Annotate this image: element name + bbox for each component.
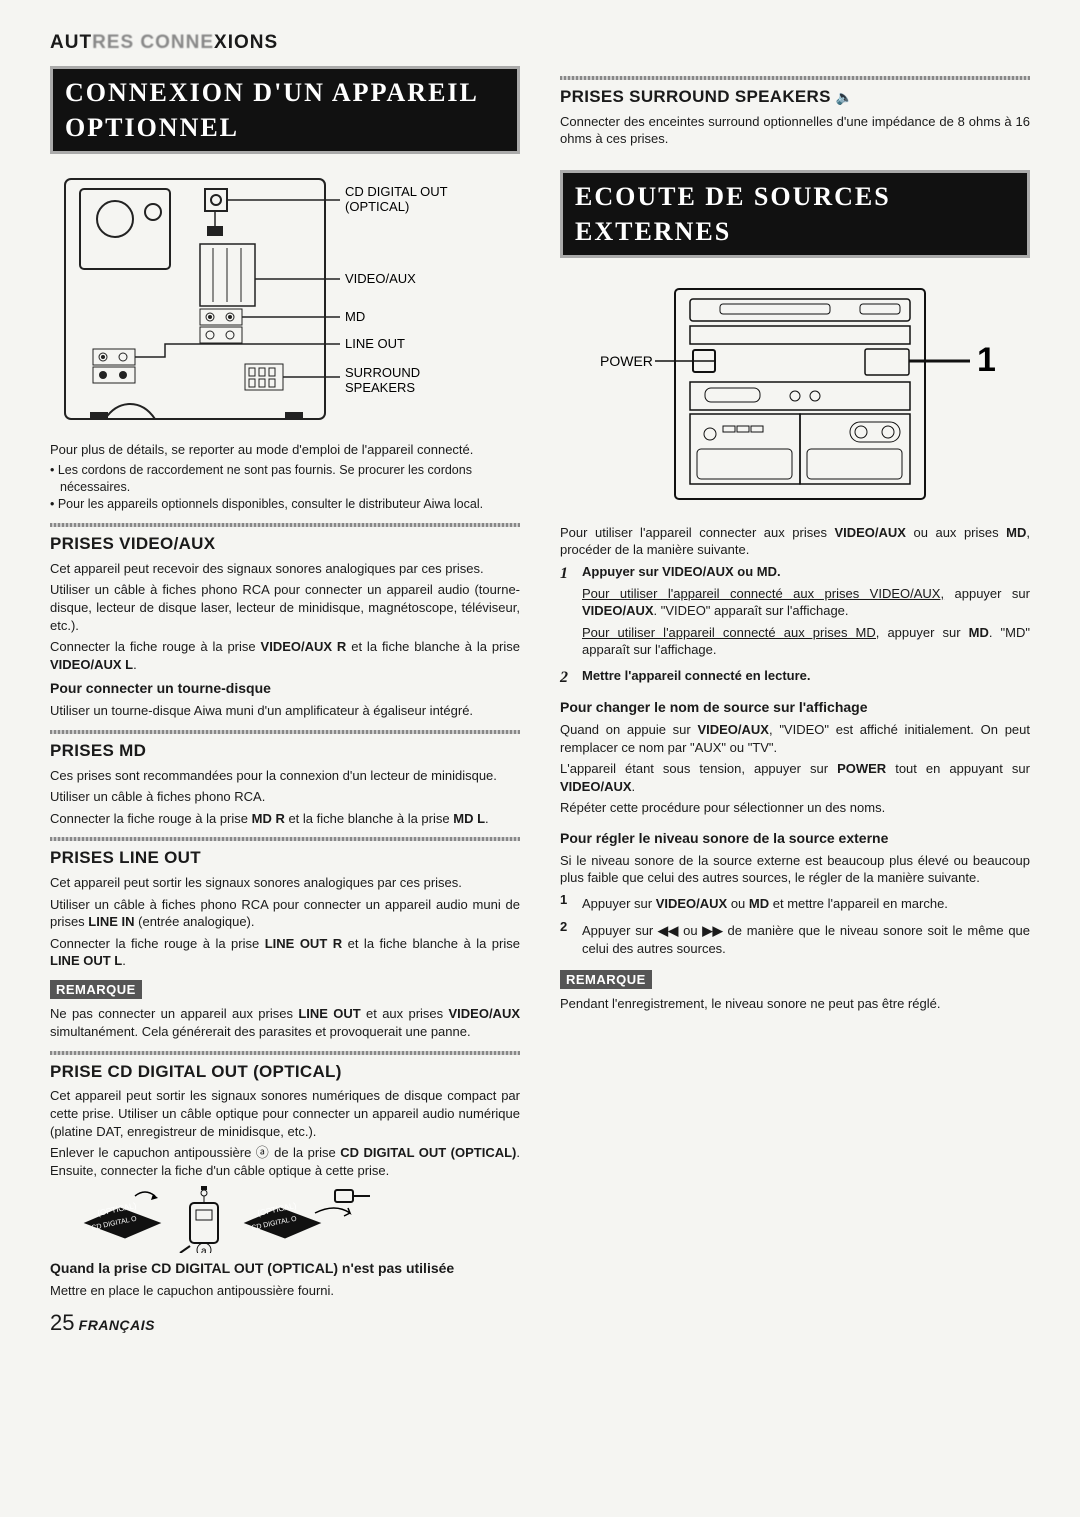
rewind-icon: ◀◀ bbox=[658, 923, 678, 938]
speaker-icon: 🔈 bbox=[836, 88, 854, 107]
separator bbox=[50, 730, 520, 734]
page-lang: FRANÇAIS bbox=[79, 1317, 155, 1333]
lo-p2: Utiliser un câble à fiches phono RCA pou… bbox=[50, 896, 520, 931]
md-p3: Connecter la fiche rouge à la prise MD R… bbox=[50, 810, 520, 828]
surround-text: Connecter des enceintes surround optionn… bbox=[560, 113, 1030, 148]
va-p2: Utiliser un câble à fiches phono RCA pou… bbox=[50, 581, 520, 634]
md-p1: Ces prises sont recommandées pour la con… bbox=[50, 767, 520, 785]
separator bbox=[50, 523, 520, 527]
section-md: PRISES MD bbox=[50, 740, 520, 763]
cn-p1: Quand on appuie sur VIDEO/AUX, "VIDEO" e… bbox=[560, 721, 1030, 756]
step-1: 1 Appuyer sur VIDEO/AUX ou MD. Pour util… bbox=[560, 563, 1030, 663]
lo-p3: Connecter la fiche rouge à la prise LINE… bbox=[50, 935, 520, 970]
remarque-2-text: Pendant l'enregistrement, le niveau sono… bbox=[560, 995, 1030, 1013]
svg-text:(OPTICAL): (OPTICAL) bbox=[345, 199, 409, 214]
banner-ecoute: ECOUTE DE SOURCES EXTERNES bbox=[560, 170, 1030, 258]
right-intro: Pour utiliser l'appareil connecter aux p… bbox=[560, 524, 1030, 559]
al-p1: Si le niveau sonore de la source externe… bbox=[560, 852, 1030, 887]
section-cd-optical: PRISE CD DIGITAL OUT (OPTICAL) bbox=[50, 1061, 520, 1084]
page-number: 25 bbox=[50, 1310, 74, 1335]
step-2-num: 2 bbox=[560, 667, 574, 689]
page-footer: 25 FRANÇAIS bbox=[50, 1308, 520, 1338]
section-line-out: PRISES LINE OUT bbox=[50, 847, 520, 870]
step-2: 2 Mettre l'appareil connecté en lecture. bbox=[560, 667, 1030, 689]
page-header: AUTRES CONNEXIONS bbox=[50, 30, 1030, 56]
bullet-2: • Pour les appareils optionnels disponib… bbox=[50, 496, 520, 513]
cn-p3: Répéter cette procédure pour sélectionne… bbox=[560, 799, 1030, 817]
va-sub: Pour connecter un tourne-disque bbox=[50, 679, 520, 698]
remarque-label-1: REMARQUE bbox=[50, 980, 142, 1000]
separator bbox=[50, 837, 520, 841]
co-p2: Enlever le capuchon antipoussière ⓐ de l… bbox=[50, 1144, 520, 1179]
header-post: XIONS bbox=[214, 32, 278, 53]
lo-p1: Cet appareil peut sortir les signaux son… bbox=[50, 874, 520, 892]
separator bbox=[50, 1051, 520, 1055]
left-column: CONNEXION D'UN APPAREIL OPTIONNEL bbox=[50, 66, 520, 1338]
svg-text:a: a bbox=[201, 1246, 207, 1253]
va-p4: Utiliser un tourne-disque Aiwa muni d'un… bbox=[50, 702, 520, 720]
remarque-1-text: Ne pas connecter un appareil aux prises … bbox=[50, 1005, 520, 1040]
banner-connexion: CONNEXION D'UN APPAREIL OPTIONNEL bbox=[50, 66, 520, 154]
label-video-aux: VIDEO/AUX bbox=[345, 271, 416, 286]
bullet-1: • Les cordons de raccordement ne sont pa… bbox=[50, 462, 520, 496]
step-1-num: 1 bbox=[560, 563, 574, 663]
fastforward-icon: ▶▶ bbox=[702, 923, 722, 938]
label-power: POWER bbox=[600, 353, 653, 369]
co-p1: Cet appareil peut sortir les signaux son… bbox=[50, 1087, 520, 1140]
header-mid: RES CONNE bbox=[92, 32, 214, 53]
label-cd-optical: CD DIGITAL OUT bbox=[345, 184, 448, 199]
change-name-title: Pour changer le nom de source sur l'affi… bbox=[560, 698, 1030, 717]
va-p1: Cet appareil peut recevoir des signaux s… bbox=[50, 560, 520, 578]
adjust-level-title: Pour régler le niveau sonore de la sourc… bbox=[560, 829, 1030, 848]
step-1-title: Appuyer sur VIDEO/AUX ou MD. bbox=[582, 564, 781, 579]
section-surround: PRISES SURROUND SPEAKERS 🔈 bbox=[560, 86, 1030, 109]
adjust-level-list: 1 Appuyer sur VIDEO/AUX ou MD et mettre … bbox=[560, 891, 1030, 962]
header-pre: AUT bbox=[50, 32, 92, 53]
step-2-title: Mettre l'appareil connecté en lecture. bbox=[582, 668, 811, 683]
label-one: 1 bbox=[977, 341, 996, 379]
co-p3: Mettre en place le capuchon antipoussièr… bbox=[50, 1282, 520, 1300]
label-line-out: LINE OUT bbox=[345, 336, 405, 351]
intro-text: Pour plus de détails, se reporter au mod… bbox=[50, 441, 520, 459]
co-sub: Quand la prise CD DIGITAL OUT (OPTICAL) … bbox=[50, 1259, 520, 1278]
rear-panel-diagram: CD DIGITAL OUT (OPTICAL) VIDEO/AUX MD LI… bbox=[50, 164, 520, 429]
label-md: MD bbox=[345, 309, 365, 324]
md-p2: Utiliser un câble à fiches phono RCA. bbox=[50, 788, 520, 806]
cn-p2: L'appareil étant sous tension, appuyer s… bbox=[560, 760, 1030, 795]
stereo-system-diagram: POWER 1 bbox=[560, 274, 1030, 514]
optical-illustration: (OPTICAL) CD DIGITAL O a bbox=[80, 1183, 520, 1253]
section-video-aux: PRISES VIDEO/AUX bbox=[50, 533, 520, 556]
list-item: 2 Appuyer sur ◀◀ ou ▶▶ de manière que le… bbox=[560, 918, 1030, 961]
right-column: PRISES SURROUND SPEAKERS 🔈 Connecter des… bbox=[560, 66, 1030, 1338]
svg-text:SPEAKERS: SPEAKERS bbox=[345, 380, 415, 395]
va-p3: Connecter la fiche rouge à la prise VIDE… bbox=[50, 638, 520, 673]
label-surround: SURROUND bbox=[345, 365, 420, 380]
list-item: 1 Appuyer sur VIDEO/AUX ou MD et mettre … bbox=[560, 891, 1030, 917]
separator bbox=[560, 76, 1030, 80]
remarque-label-2: REMARQUE bbox=[560, 970, 652, 990]
